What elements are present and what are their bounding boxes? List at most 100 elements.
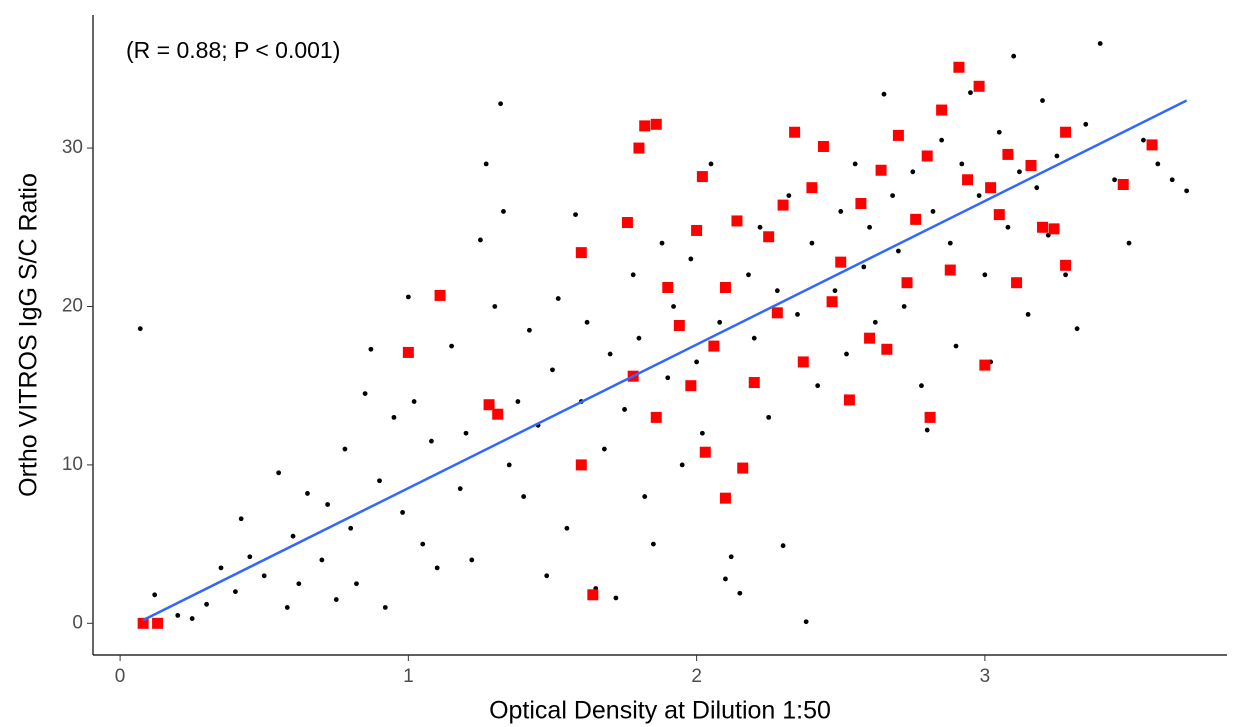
point — [238, 516, 244, 522]
point — [962, 174, 974, 186]
point — [368, 346, 374, 352]
point — [402, 346, 414, 358]
point — [852, 161, 858, 167]
point — [575, 247, 587, 259]
point — [881, 91, 887, 97]
point — [319, 557, 325, 563]
point — [875, 164, 887, 176]
point — [1060, 126, 1072, 138]
point — [694, 359, 700, 365]
point — [152, 592, 158, 598]
point — [296, 581, 302, 587]
point — [996, 129, 1002, 135]
point — [639, 120, 651, 132]
point — [774, 288, 780, 294]
point — [636, 335, 642, 341]
point — [699, 430, 705, 436]
point — [650, 541, 656, 547]
point — [630, 272, 636, 278]
point — [708, 161, 714, 167]
point — [175, 612, 181, 618]
point — [633, 142, 645, 154]
point — [895, 248, 901, 254]
point — [947, 240, 953, 246]
point — [506, 462, 512, 468]
point — [492, 408, 504, 420]
point — [985, 182, 997, 194]
point — [601, 446, 607, 452]
point — [218, 565, 224, 571]
point — [867, 224, 872, 230]
point — [607, 351, 613, 357]
point — [806, 182, 818, 194]
point — [797, 356, 809, 368]
point — [665, 375, 671, 381]
point — [699, 446, 711, 458]
point — [587, 589, 599, 601]
point — [305, 491, 310, 496]
point — [354, 581, 359, 587]
point — [469, 557, 475, 563]
point — [910, 169, 916, 175]
point — [771, 307, 783, 319]
point — [400, 510, 405, 515]
annotation: (R = 0.88; P < 0.001) — [126, 37, 340, 63]
point — [1054, 153, 1060, 159]
point — [544, 573, 550, 579]
point — [763, 231, 775, 243]
point — [696, 171, 708, 183]
point — [757, 224, 763, 230]
point — [152, 617, 164, 629]
point — [844, 351, 849, 357]
point — [924, 427, 930, 433]
point — [501, 209, 506, 214]
point — [1060, 259, 1072, 271]
point — [737, 590, 743, 596]
point — [434, 289, 446, 301]
point — [584, 319, 590, 325]
point — [333, 597, 339, 602]
point — [1025, 312, 1031, 317]
point — [748, 377, 760, 389]
point — [717, 319, 723, 325]
point — [550, 367, 555, 373]
point — [1040, 98, 1045, 103]
point — [564, 525, 570, 531]
point — [247, 554, 253, 560]
point — [1141, 137, 1146, 143]
point — [751, 335, 757, 341]
point — [921, 150, 933, 162]
point — [890, 193, 896, 198]
point — [968, 90, 973, 96]
point — [679, 462, 685, 468]
y-tick-label: 20 — [62, 296, 83, 317]
point — [673, 319, 685, 331]
point — [284, 605, 290, 610]
point — [815, 383, 821, 389]
point — [1011, 53, 1017, 59]
point — [1063, 272, 1068, 278]
point — [362, 391, 368, 397]
x-tick-label: 3 — [980, 666, 991, 687]
point — [936, 104, 948, 116]
point — [463, 430, 469, 436]
point — [803, 619, 809, 625]
point — [1011, 277, 1023, 289]
point — [719, 492, 731, 504]
point — [786, 193, 792, 198]
point — [789, 126, 801, 138]
point — [1184, 188, 1190, 194]
point — [325, 502, 331, 507]
y-tick-label: 10 — [62, 454, 83, 475]
x-tick-label: 2 — [691, 666, 702, 687]
point — [959, 161, 965, 167]
point — [838, 209, 844, 214]
point — [411, 399, 417, 404]
point — [405, 294, 411, 300]
y-tick-label: 30 — [62, 137, 83, 158]
point — [843, 394, 855, 406]
point — [930, 209, 936, 214]
y-axis-title: Ortho VITROS IgG S/C Ratio — [15, 173, 43, 497]
point — [483, 399, 495, 411]
